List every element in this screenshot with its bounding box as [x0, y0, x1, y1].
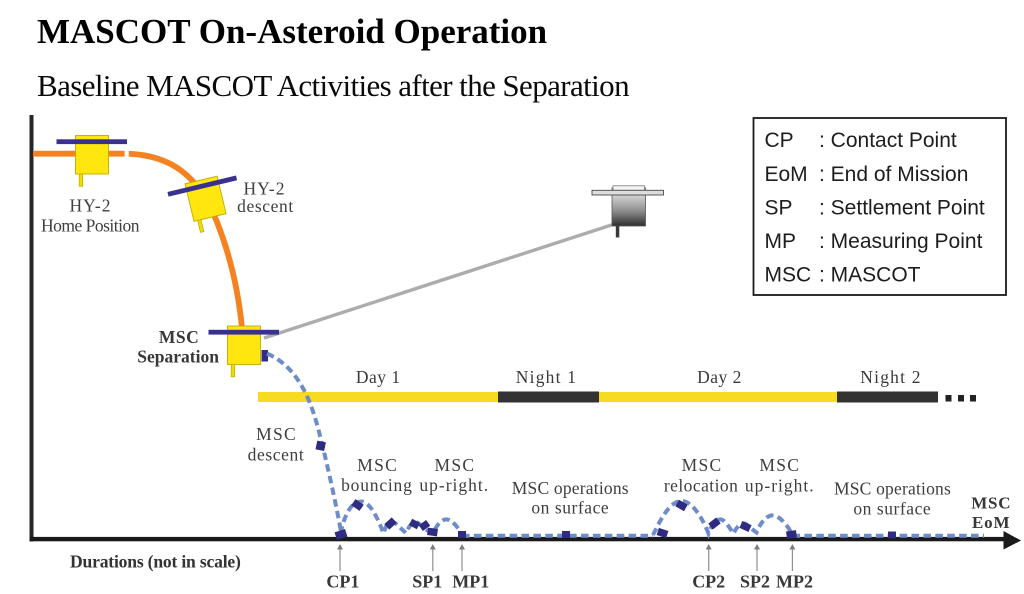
svg-text:CP: CP — [765, 129, 794, 152]
svg-text:MP: MP — [765, 230, 797, 253]
svg-text:Night 2: Night 2 — [860, 367, 921, 387]
svg-text:EoM: EoM — [765, 163, 808, 186]
svg-text:MSC: MSC — [971, 494, 1011, 513]
svg-text:on surface: on surface — [853, 499, 931, 519]
svg-text:relocation: relocation — [664, 475, 738, 495]
svg-text:MP2: MP2 — [776, 572, 813, 592]
svg-text:MSC: MSC — [256, 424, 297, 444]
svg-text:up-right.: up-right. — [419, 475, 489, 495]
svg-text:MSC: MSC — [159, 327, 199, 347]
svg-text:CP2: CP2 — [692, 572, 725, 592]
svg-text:Separation: Separation — [137, 346, 219, 366]
svg-text:SP: SP — [765, 197, 793, 220]
svg-text:: Settlement Point: : Settlement Point — [819, 197, 985, 220]
svg-text:HY-2: HY-2 — [70, 196, 112, 216]
svg-text:HY-2: HY-2 — [244, 179, 286, 199]
svg-text:Durations (not in scale): Durations (not in scale) — [70, 551, 241, 571]
svg-text:CP1: CP1 — [326, 572, 359, 592]
svg-text:Day 2: Day 2 — [697, 367, 742, 387]
svg-text:descent: descent — [248, 444, 305, 464]
svg-text:MSC operations: MSC operations — [834, 479, 951, 499]
svg-text:descent: descent — [237, 196, 294, 216]
svg-text:on surface: on surface — [531, 498, 609, 518]
svg-text:MP1: MP1 — [452, 572, 489, 592]
svg-text:MSC: MSC — [759, 455, 800, 475]
svg-text:Day 1: Day 1 — [356, 367, 401, 387]
svg-text:MSC: MSC — [765, 264, 812, 287]
svg-text:: End of Mission: : End of Mission — [819, 163, 968, 186]
svg-text:MSC operations: MSC operations — [512, 478, 629, 498]
svg-text:MSC: MSC — [434, 455, 475, 475]
svg-text:up-right.: up-right. — [745, 475, 815, 495]
svg-text:MSC: MSC — [682, 455, 723, 475]
svg-text:Night 1: Night 1 — [516, 367, 577, 387]
svg-text:: Measuring Point: : Measuring Point — [819, 230, 983, 253]
svg-text:Home Position: Home Position — [41, 216, 140, 236]
svg-text:MSC: MSC — [357, 455, 398, 475]
svg-text:: Contact Point: : Contact Point — [819, 129, 957, 152]
svg-text:: MASCOT: : MASCOT — [819, 264, 921, 287]
svg-text:SP1: SP1 — [412, 572, 442, 592]
svg-text:SP2: SP2 — [740, 572, 770, 592]
svg-text:bouncing: bouncing — [341, 475, 413, 495]
svg-text:EoM: EoM — [972, 513, 1010, 532]
